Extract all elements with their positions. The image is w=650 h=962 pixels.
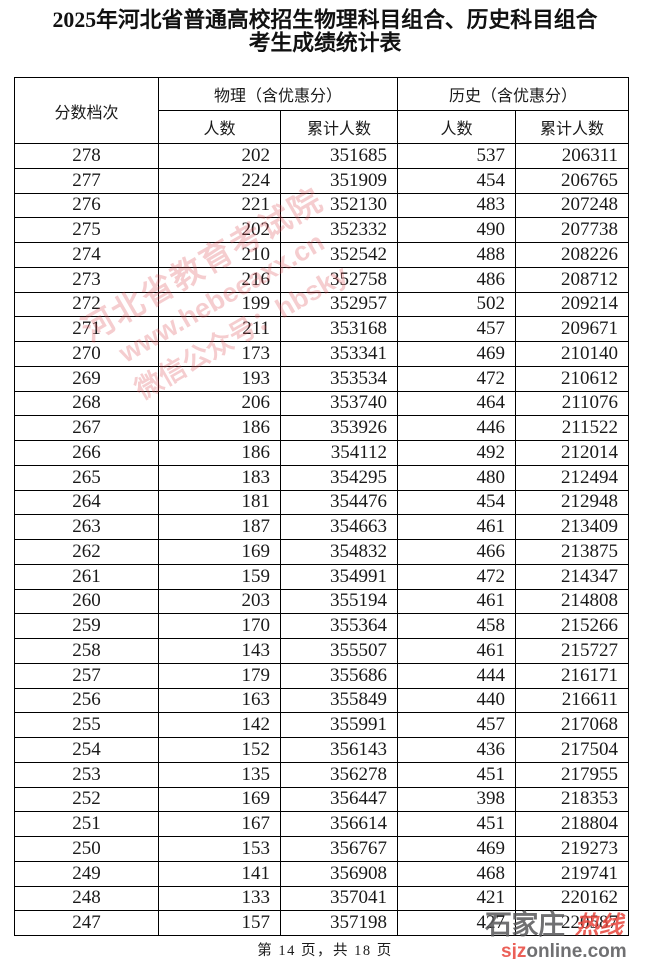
svg-text:sjzonline.com: sjzonline.com bbox=[501, 941, 627, 959]
svg-text:石家庄: 石家庄 bbox=[485, 909, 565, 940]
svg-text:热线: 热线 bbox=[574, 912, 626, 939]
